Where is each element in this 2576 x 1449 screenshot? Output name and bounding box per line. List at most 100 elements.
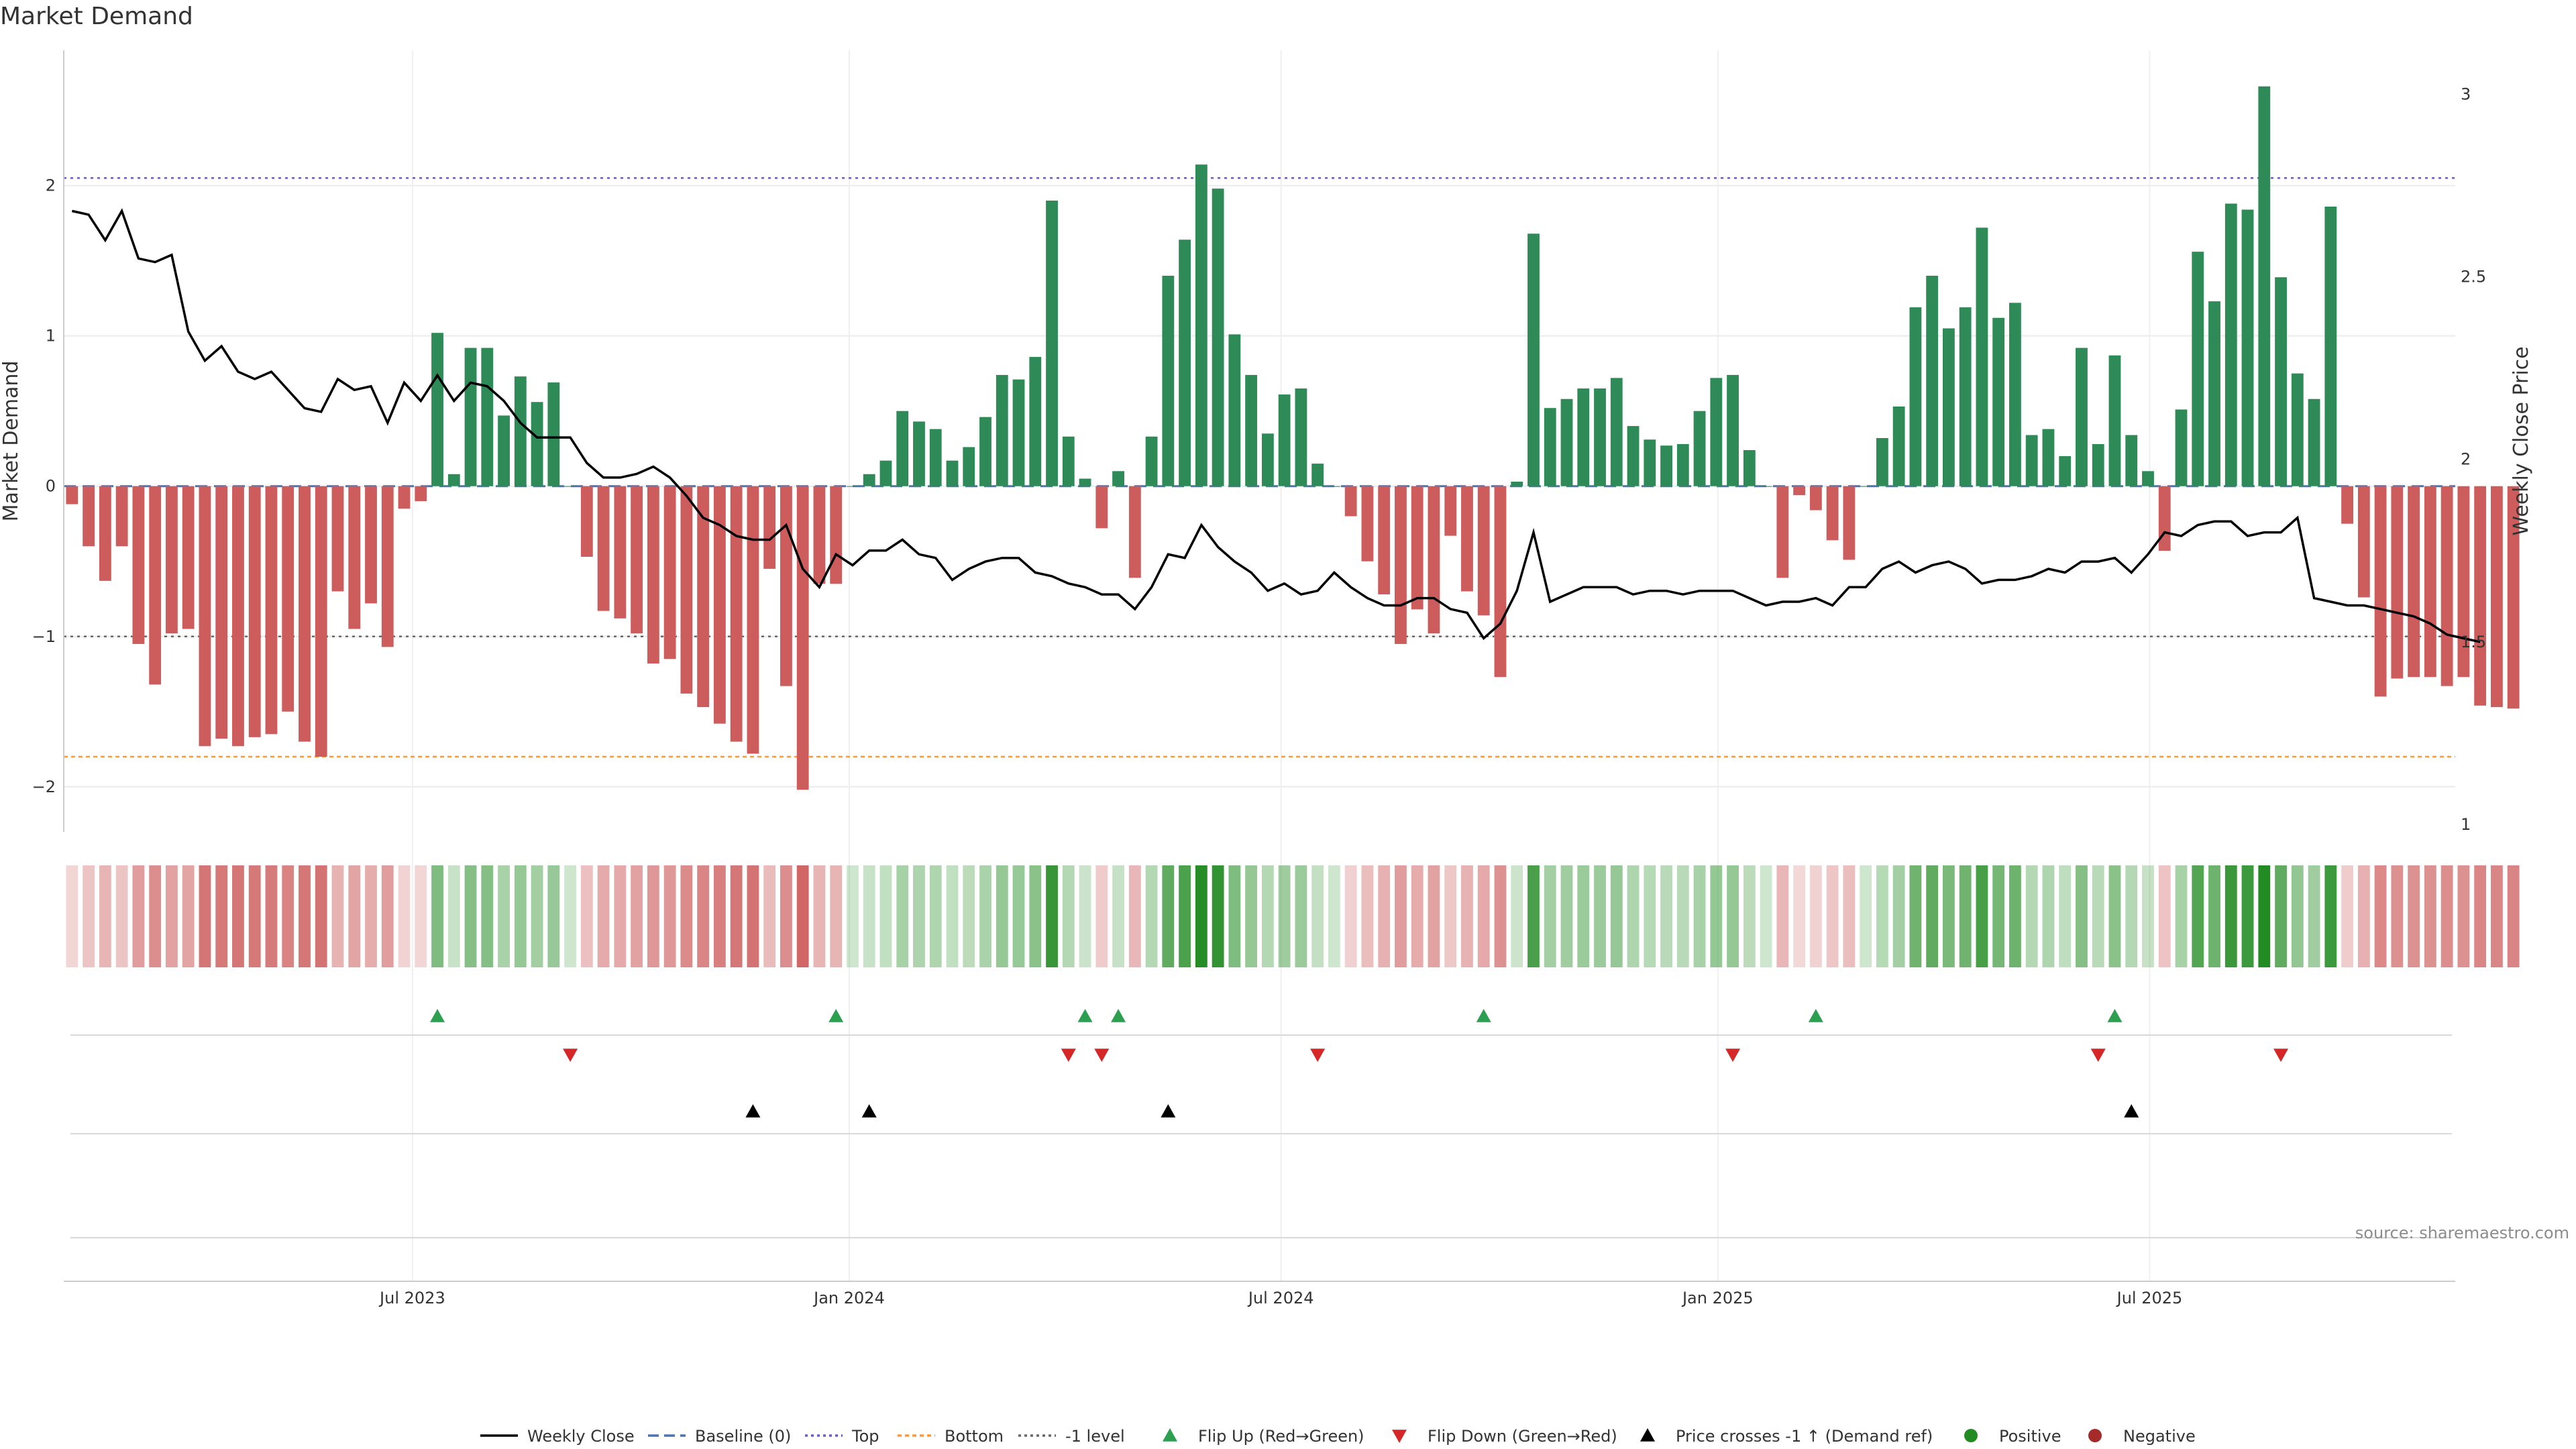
heat-cell [1328,865,1340,967]
heat-cell [1843,865,1856,967]
heat-cell [447,865,460,967]
heat-cell [1212,865,1224,967]
positive-bar [1195,164,1208,486]
negative-bar [713,486,726,724]
heat-cell [2374,865,2387,967]
heat-cell [2042,865,2055,967]
heat-cell [348,865,361,967]
heat-cell [132,865,145,967]
heat-cell [1228,865,1241,967]
negative-bar [2341,486,2353,524]
heat-cell [2125,865,2138,967]
heat-cell [813,865,826,967]
heat-cell [149,865,162,967]
heat-cell [66,865,78,967]
heat-cell [913,865,925,967]
negative-bar [1361,486,1374,561]
positive-bar [1328,486,1340,487]
heat-cell [879,865,892,967]
negative-bar [2408,486,2420,678]
heat-cell [680,865,693,967]
heat-cell [1976,865,1988,967]
positive-bar [1560,398,1573,486]
positive-bar [1943,328,1955,486]
demand-heat-strip [66,865,2520,967]
heat-cell [331,865,344,967]
heat-cell [1527,865,1540,967]
positive-bar [879,460,892,486]
price-cross-marker [745,1104,761,1118]
heat-cell [2457,865,2470,967]
heat-cell [1095,865,1108,967]
negative-bar [1494,486,1507,678]
negative-bar [1793,486,1806,496]
heat-cell [1494,865,1507,967]
heat-cell [2490,865,2503,967]
positive-bar [2192,252,2204,486]
positive-bar [1693,411,1706,486]
heat-cell [215,865,228,967]
negative-bar [315,486,327,757]
positive-bar [2241,209,2254,486]
heat-cell [1826,865,1839,967]
heat-cell [2025,865,2038,967]
price-cross-marker [2124,1104,2139,1118]
heat-cell [2241,865,2254,967]
flip-up-marker [1077,1009,1093,1022]
flip-down-marker [1310,1049,1326,1062]
heat-cell [2324,865,2337,967]
heat-cell [1344,865,1357,967]
positive-bar [531,402,543,486]
positive-bar [447,474,460,486]
negative-bar [365,486,377,604]
heat-cell [464,865,477,967]
heat-cell [2192,865,2204,967]
y-tick-right: 2 [2461,450,2471,469]
heat-cell [1261,865,1274,967]
heat-cell [2275,865,2287,967]
positive-bar [1710,378,1723,486]
negative-bar [1428,486,1440,634]
heat-cell [1079,865,1091,967]
heat-cell [1112,865,1124,967]
heat-cell [1693,865,1706,967]
heat-cell [2474,865,2487,967]
heat-cell [1046,865,1058,967]
heat-cell [1710,865,1723,967]
negative-bar [2457,486,2470,678]
flip-down-marker [1061,1049,1076,1062]
negative-bar [1411,486,1424,610]
positive-bar [2175,409,2188,486]
flip-down-marker [563,1049,578,1062]
negative-bar [149,486,162,685]
heat-cell [979,865,991,967]
positive-bar [1594,388,1606,486]
heat-cell [1145,865,1158,967]
flip-up-marker [1111,1009,1126,1022]
negative-bar [1128,486,1141,578]
x-tick-label: Jul 2025 [2116,1289,2183,1307]
positive-bar [1012,379,1025,486]
y-axis-label-right: Weekly Close Price [2510,346,2533,535]
heat-cell [1577,865,1590,967]
legend-label: Flip Up (Red→Green) [1198,1427,1364,1446]
heat-cell [863,865,875,967]
heat-cell [1876,865,1888,967]
heat-cell [1444,865,1457,967]
negative-bar [830,486,843,584]
negative-bar [1395,486,1407,644]
negative-bar [580,486,593,557]
negative-bar [813,486,826,584]
heat-cell [1062,865,1075,967]
negative-bar [2374,486,2387,697]
positive-bar [1062,436,1075,486]
source-label: source: sharemaestro.com [2355,1224,2569,1242]
heat-cell [1644,865,1656,967]
positive-bar [431,333,443,486]
negative-bar [398,486,411,509]
heat-cell [697,865,710,967]
heat-cell [248,865,261,967]
positive-bar [1046,201,1058,486]
legend-label: Top [851,1427,879,1446]
y-tick-left: 2 [46,176,56,195]
